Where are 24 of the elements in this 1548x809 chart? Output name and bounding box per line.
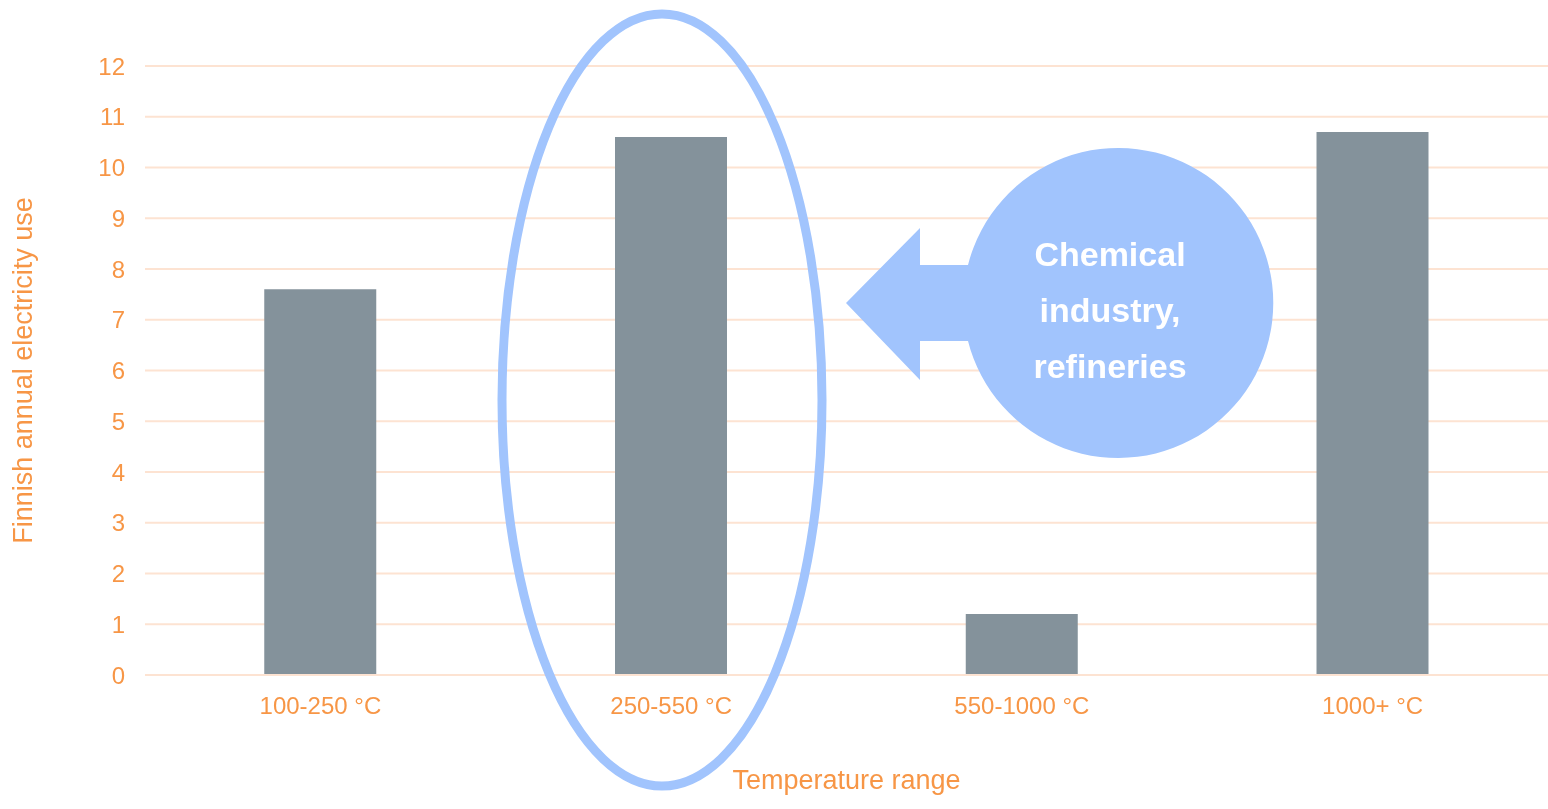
annotation: Chemical industry, refineries (1032, 234, 1188, 387)
y-tick-label: 10 (98, 154, 125, 182)
x-axis-title: Temperature range (732, 765, 961, 795)
bar (615, 137, 728, 675)
y-tick-label: 12 (98, 52, 125, 80)
y-axis-title: Finnish annual electricity use (7, 197, 38, 544)
y-tick-label: 7 (111, 306, 125, 334)
y-tick-label: 0 (111, 661, 125, 689)
bar (1316, 131, 1429, 675)
y-tick-label: 2 (111, 560, 125, 588)
y-tick-label: 9 (111, 204, 125, 232)
x-tick-label: 250-550 °C (610, 692, 732, 720)
x-tick-label: 550-1000 °C (954, 692, 1090, 720)
y-tick-label: 1 (111, 610, 125, 638)
y-tick-label: 5 (111, 407, 125, 435)
x-tick-label: 1000+ °C (1322, 692, 1424, 720)
bar (965, 614, 1078, 675)
y-tick-label: 3 (111, 509, 125, 537)
y-tick-label: 8 (111, 255, 125, 283)
x-tick-label: 100-250 °C (259, 692, 382, 720)
y-tick-label: 6 (111, 357, 125, 385)
y-tick-label: 11 (100, 103, 125, 131)
y-tick-label: 4 (111, 458, 125, 486)
bar (264, 289, 377, 675)
